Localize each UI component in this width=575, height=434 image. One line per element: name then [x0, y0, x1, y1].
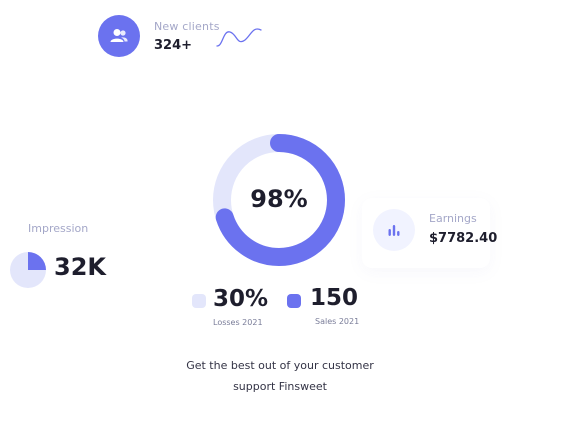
- sales-caption: Sales 2021: [315, 317, 360, 326]
- impression-value: 32K: [54, 253, 106, 281]
- tagline: Get the best out of your customer suppor…: [180, 355, 380, 397]
- losses-value: 30%: [213, 286, 269, 312]
- users-icon: [98, 15, 140, 57]
- earnings-label: Earnings: [429, 212, 477, 225]
- donut-fill: [213, 134, 345, 266]
- new-clients-value: 324+: [154, 38, 193, 53]
- tagline-line-1: Get the best out of your customer: [186, 359, 374, 372]
- impression-label: Impression: [28, 222, 89, 235]
- losses-legend-dot: [192, 294, 206, 308]
- earnings-value: $7782.40: [429, 231, 498, 246]
- sparkline-icon: [216, 28, 262, 47]
- donut-chart: [213, 134, 345, 266]
- bar-chart-icon: [373, 209, 415, 251]
- sales-value: 150: [310, 285, 359, 311]
- losses-caption: Losses 2021: [213, 318, 263, 327]
- pie-chart-icon: [10, 252, 46, 288]
- donut-percent: 98%: [250, 185, 308, 213]
- tagline-line-2: support Finsweet: [233, 380, 327, 393]
- sales-legend-dot: [287, 294, 301, 308]
- new-clients-label: New clients: [154, 20, 220, 33]
